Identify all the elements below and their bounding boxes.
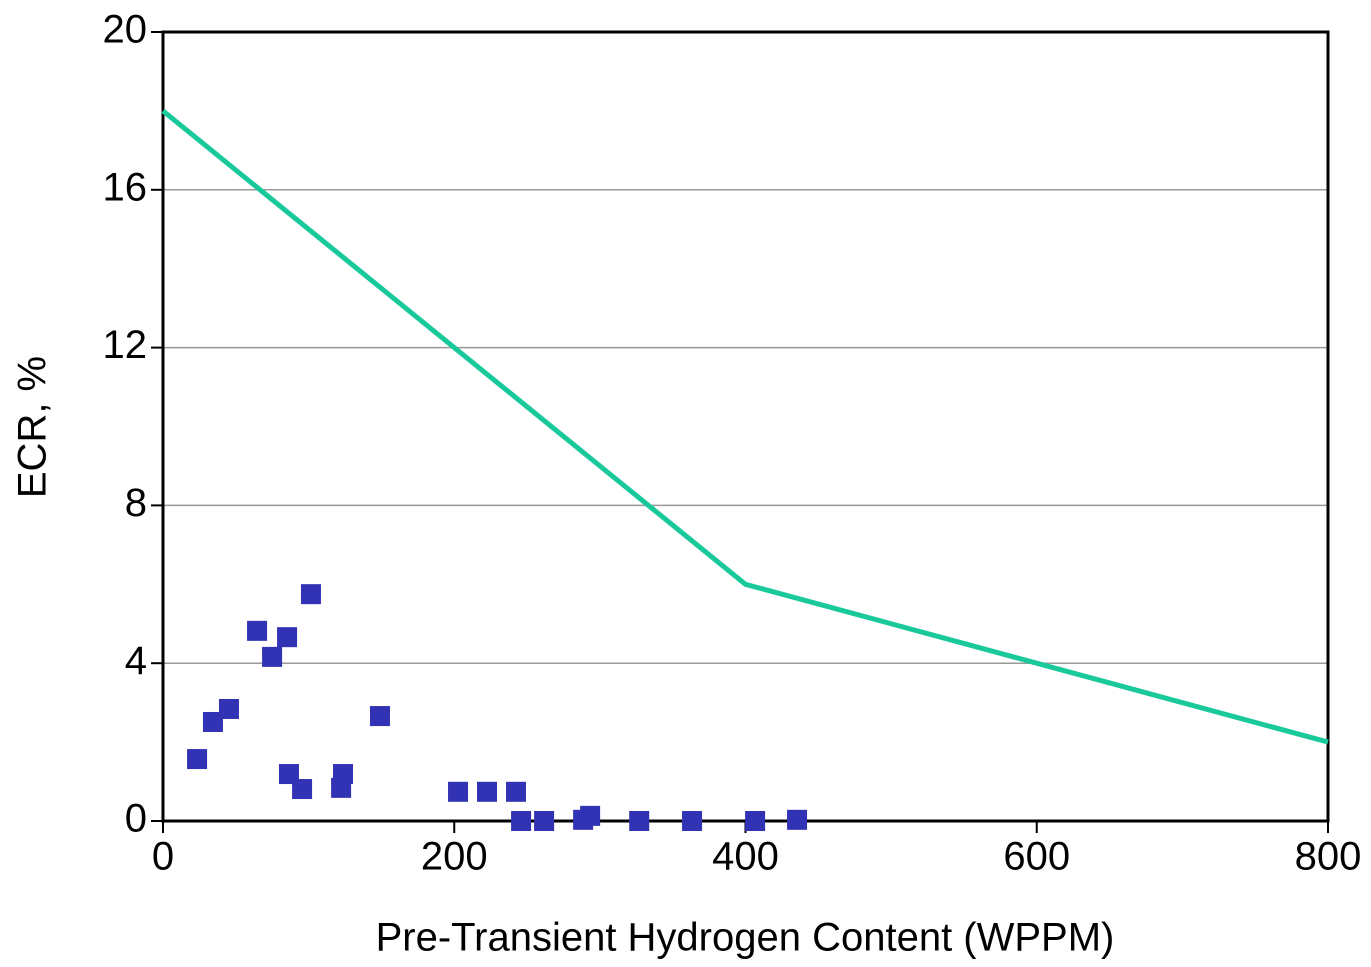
marker [534, 811, 555, 831]
marker [218, 698, 239, 719]
x-tick-label: 400 [712, 835, 779, 879]
y-axis-label: ECR, % [11, 356, 55, 498]
x-axis-label: Pre-Transient Hydrogen Content (WPPM) [376, 916, 1115, 960]
marker [745, 811, 766, 831]
plot-frame [161, 30, 1330, 823]
line [161, 108, 1329, 745]
marker [187, 749, 208, 770]
marker [277, 627, 298, 648]
x-tick-label: 0 [152, 835, 174, 879]
x-tick-label: 800 [1295, 835, 1362, 879]
marker [300, 584, 321, 605]
marker [629, 811, 650, 831]
marker [682, 811, 703, 831]
y-tick-label: 0 [125, 797, 147, 841]
marker [580, 805, 601, 826]
marker [511, 811, 532, 831]
y-tick-label: 8 [125, 481, 147, 525]
marker [247, 620, 268, 641]
y-tick-label: 16 [103, 165, 148, 209]
marker [292, 779, 313, 800]
y-tick-label: 4 [125, 639, 147, 683]
y-tick-label: 12 [103, 323, 148, 367]
marker [369, 706, 390, 727]
x-tick-label: 200 [421, 835, 488, 879]
marker [448, 781, 469, 802]
marker [202, 711, 223, 732]
x-tick-label: 600 [1003, 835, 1070, 879]
y-tick-label: 20 [103, 8, 148, 52]
marker [332, 764, 353, 785]
marker [262, 646, 283, 667]
marker [477, 781, 498, 802]
marker [787, 809, 808, 830]
marker [505, 781, 526, 802]
